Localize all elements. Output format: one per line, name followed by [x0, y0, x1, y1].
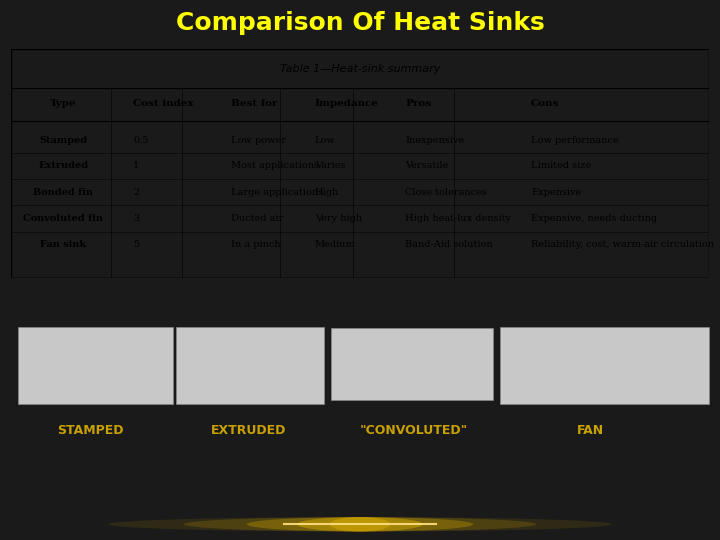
FancyBboxPatch shape — [176, 327, 324, 404]
Text: FAN: FAN — [577, 423, 604, 436]
Text: Extruded: Extruded — [38, 161, 89, 170]
Text: Most applications: Most applications — [231, 161, 319, 170]
Text: Medium: Medium — [315, 240, 356, 249]
Text: In a pinch: In a pinch — [231, 240, 280, 249]
Text: Comparison Of Heat Sinks: Comparison Of Heat Sinks — [176, 11, 544, 35]
Text: "CONVOLUTED": "CONVOLUTED" — [360, 423, 468, 436]
Text: Very high: Very high — [315, 214, 361, 223]
Text: Limited size: Limited size — [531, 161, 591, 170]
Text: Table 1—Heat-sink summary: Table 1—Heat-sink summary — [280, 64, 440, 75]
Text: Expensive: Expensive — [531, 187, 581, 197]
Text: High: High — [315, 187, 339, 197]
Text: Close tolerances: Close tolerances — [405, 187, 487, 197]
Text: Cons: Cons — [531, 99, 559, 108]
Text: EXTRUDED: EXTRUDED — [211, 423, 286, 436]
Text: STAMPED: STAMPED — [57, 423, 123, 436]
Text: Best for: Best for — [231, 99, 277, 108]
Text: Low power: Low power — [231, 136, 286, 145]
Text: Bonded fin: Bonded fin — [33, 187, 93, 197]
Text: 5: 5 — [133, 240, 139, 249]
Ellipse shape — [297, 517, 423, 531]
Ellipse shape — [184, 517, 536, 531]
Text: Cost index: Cost index — [133, 99, 194, 108]
Text: Pros: Pros — [405, 99, 431, 108]
Text: Large applications: Large applications — [231, 187, 323, 197]
Text: Low: Low — [315, 136, 336, 145]
Text: 1: 1 — [133, 161, 139, 170]
Text: Versatile: Versatile — [405, 161, 449, 170]
Ellipse shape — [246, 517, 474, 531]
Text: Convoluted fin: Convoluted fin — [23, 214, 103, 223]
Text: Fan sink: Fan sink — [40, 240, 86, 249]
Text: Impedance: Impedance — [315, 99, 379, 108]
FancyBboxPatch shape — [500, 327, 709, 404]
Ellipse shape — [108, 517, 612, 531]
Ellipse shape — [330, 517, 390, 531]
FancyBboxPatch shape — [18, 327, 173, 404]
Text: Reliability, cost, warm-air circulation: Reliability, cost, warm-air circulation — [531, 240, 714, 249]
Text: Expensive, needs ducting: Expensive, needs ducting — [531, 214, 657, 223]
Text: 0.5: 0.5 — [133, 136, 148, 145]
Text: Stamped: Stamped — [39, 136, 87, 145]
Text: Inexpensive: Inexpensive — [405, 136, 464, 145]
FancyBboxPatch shape — [331, 328, 493, 400]
Text: Ducted air: Ducted air — [231, 214, 283, 223]
Text: Band-Aid solution: Band-Aid solution — [405, 240, 493, 249]
Text: Varies: Varies — [315, 161, 345, 170]
Text: Type: Type — [50, 99, 76, 108]
Text: 2: 2 — [133, 187, 139, 197]
Text: 3: 3 — [133, 214, 139, 223]
Text: High heat-lux density: High heat-lux density — [405, 214, 511, 223]
Text: Low performance: Low performance — [531, 136, 618, 145]
